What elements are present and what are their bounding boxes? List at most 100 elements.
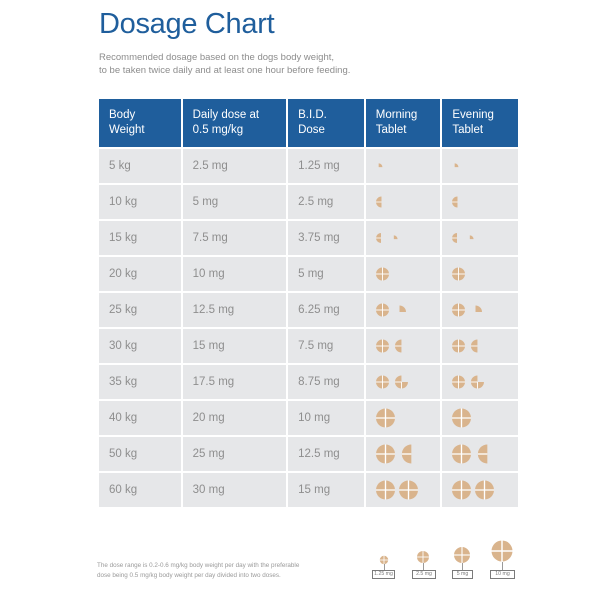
tablet-icon (375, 339, 389, 353)
tablet-graphic (452, 480, 495, 500)
daily-dose-cell: 15 mg (182, 329, 287, 363)
evening-tablet-cell (442, 473, 519, 507)
weight-cell: 60 kg (99, 473, 181, 507)
tablet-icon (478, 444, 488, 464)
tablet-icon (452, 444, 472, 464)
tablet-icon (470, 235, 475, 240)
tablet-graphic (375, 233, 398, 243)
evening-tablet-cell (442, 437, 519, 471)
daily-dose-cell: 5 mg (182, 185, 287, 219)
legend-label: 2.5 mg (412, 570, 436, 579)
tablet-graphic (452, 444, 488, 464)
weight-cell: 35 kg (99, 365, 181, 399)
page-title: Dosage Chart (99, 8, 275, 40)
tablet-graphic (375, 444, 412, 464)
tablet-graphic (378, 163, 383, 168)
legend-label: 1.25 mg (372, 570, 395, 579)
tablet-icon (401, 444, 412, 464)
table-row: 40 kg 20 mg 10 mg (99, 401, 519, 435)
table-row: 50 kg 25 mg 12.5 mg (99, 437, 519, 471)
tablet-graphic (455, 163, 459, 168)
tablet-graphic (375, 480, 418, 500)
tablet-icon (417, 551, 429, 563)
column-header-body-weight: Body Weight (99, 99, 181, 147)
legend-label: 5 mg (452, 570, 473, 579)
tablet-graphic (375, 375, 408, 389)
weight-cell: 50 kg (99, 437, 181, 471)
weight-cell: 15 kg (99, 221, 181, 255)
morning-tablet-cell (365, 149, 441, 183)
tablet-icon (375, 267, 389, 281)
header-text: 0.5 mg/kg (192, 124, 244, 136)
tablet-icon (399, 305, 406, 312)
tablet-graphic (452, 339, 478, 353)
bid-dose-cell: 5 mg (288, 257, 364, 291)
tablet-icon (452, 196, 458, 208)
footnote-line-1: The dose range is 0.2-0.6 mg/kg body wei… (97, 562, 300, 569)
tablet-icon (452, 339, 466, 353)
tablet-icon (471, 339, 478, 353)
header-text: Daily dose at (192, 109, 260, 121)
weight-cell: 5 kg (99, 149, 181, 183)
tablet-graphic (452, 303, 483, 317)
subtitle-line-2: to be taken twice daily and at least one… (99, 65, 351, 76)
evening-tablet-cell (442, 329, 519, 363)
tablet-graphic (375, 196, 382, 208)
dosage-table: Body Weight Daily dose at 0.5 mg/kg B.I.… (99, 99, 519, 507)
tablet-icon (452, 233, 458, 243)
tablet-icon (375, 480, 395, 500)
header-text: Morning (375, 109, 418, 121)
tablet-icon (375, 408, 395, 428)
tablet-icon (398, 480, 418, 500)
tablet-graphic (375, 267, 389, 281)
table-row: 10 kg 5 mg 2.5 mg (99, 185, 519, 219)
evening-tablet-cell (442, 149, 519, 183)
page-subtitle: Recommended dosage based on the dogs bod… (99, 51, 350, 77)
tablet-icon (471, 375, 485, 389)
legend-label: 10 mg (490, 570, 515, 579)
legend-tablet-graphic (379, 555, 389, 565)
tablet-icon (375, 375, 389, 389)
bid-dose-cell: 12.5 mg (288, 437, 364, 471)
header-text: Tablet (375, 124, 407, 136)
column-header-morning-tablet: Morning Tablet (365, 99, 441, 147)
tablet-graphic (452, 408, 472, 428)
morning-tablet-cell (365, 293, 441, 327)
tablet-graphic (375, 303, 406, 317)
morning-tablet-cell (365, 437, 441, 471)
tablet-icon (375, 196, 382, 208)
daily-dose-cell: 17.5 mg (182, 365, 287, 399)
morning-tablet-cell (365, 365, 441, 399)
tablet-graphic (452, 196, 458, 208)
legend-tablet-graphic (491, 540, 513, 562)
header-text: Tablet (452, 124, 484, 136)
weight-cell: 20 kg (99, 257, 181, 291)
bid-dose-cell: 1.25 mg (288, 149, 364, 183)
subtitle-line-1: Recommended dosage based on the dogs bod… (99, 52, 335, 63)
bid-dose-cell: 7.5 mg (288, 329, 364, 363)
table-row: 35 kg 17.5 mg 8.75 mg (99, 365, 519, 399)
legend-connector (462, 563, 463, 570)
tablet-icon (475, 480, 495, 500)
header-text: Body (109, 109, 136, 121)
daily-dose-cell: 12.5 mg (182, 293, 287, 327)
daily-dose-cell: 20 mg (182, 401, 287, 435)
evening-tablet-cell (442, 257, 519, 291)
daily-dose-cell: 30 mg (182, 473, 287, 507)
legend-tablet-graphic (454, 547, 470, 563)
bid-dose-cell: 2.5 mg (288, 185, 364, 219)
tablet-icon (452, 375, 466, 389)
table-row: 25 kg 12.5 mg 6.25 mg (99, 293, 519, 327)
column-header-bid-dose: B.I.D. Dose (288, 99, 364, 147)
evening-tablet-cell (442, 221, 519, 255)
table-row: 30 kg 15 mg 7.5 mg (99, 329, 519, 363)
evening-tablet-cell (442, 401, 519, 435)
column-header-daily-dose: Daily dose at 0.5 mg/kg (182, 99, 287, 147)
tablet-graphic (452, 267, 466, 281)
tablet-graphic (452, 233, 475, 243)
morning-tablet-cell (365, 401, 441, 435)
tablet-icon (379, 555, 389, 565)
bid-dose-cell: 6.25 mg (288, 293, 364, 327)
weight-cell: 30 kg (99, 329, 181, 363)
tablet-icon (393, 235, 398, 240)
